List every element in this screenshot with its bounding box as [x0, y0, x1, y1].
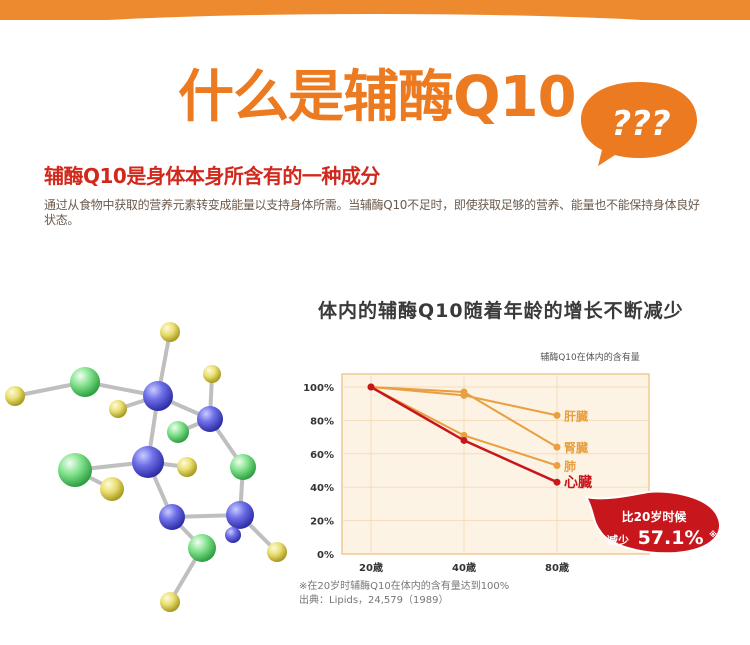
series-lines — [367, 383, 561, 486]
data-point — [367, 383, 375, 391]
x-tick-label: 40歳 — [452, 561, 476, 574]
question-bubble-icon: ??? — [581, 82, 697, 166]
chart-title: 体内的辅酶Q10随着年龄的增长不断减少 — [318, 300, 684, 322]
chart-notes: ※在20岁时辅酶Q10在体内的含有量达到100% 出典：Lipids，24,57… — [299, 580, 509, 608]
x-tick-label: 80歳 — [545, 561, 569, 574]
q10-line-chart: 辅酶Q10在体内的含有量 100% 80% 60% 40% 20% 0% 20歳 40歳 80… — [303, 351, 721, 574]
intro-subtitle: 辅酶Q10是身体本身所含有的一种成分 — [44, 164, 380, 188]
intro-description: 通过从食物中获取的营养元素转变成能量以支持身体所需。当辅酶Q10不足时，即使获取… — [44, 198, 700, 227]
data-point — [460, 436, 468, 444]
y-tick-label: 40% — [310, 483, 334, 494]
y-axis-ticks: 100% 80% 60% 40% 20% 0% — [303, 383, 334, 561]
data-point — [553, 478, 561, 486]
bubble-question-marks: ??? — [611, 104, 670, 144]
y-tick-label: 60% — [310, 450, 334, 461]
data-point — [460, 388, 468, 396]
callout-mark: ※ — [709, 529, 717, 539]
top-banner-curve — [0, 14, 750, 34]
series-label: 肺 — [564, 458, 576, 473]
x-tick-label: 20歳 — [359, 561, 383, 574]
series-label: 腎臓 — [564, 440, 588, 455]
series-label: 心臓 — [564, 474, 592, 491]
page-title: 什么是辅酶Q10 — [178, 65, 577, 130]
data-point — [553, 443, 561, 451]
callout-value: 57.1% — [638, 527, 704, 549]
reduction-callout: 比20岁时候 减少 57.1% ※ — [583, 490, 721, 555]
y-tick-label: 20% — [310, 517, 334, 528]
data-point — [553, 411, 561, 419]
top-banner-bar — [0, 0, 750, 20]
x-axis-ticks: 20歳 40歳 80歳 — [359, 561, 569, 574]
y-tick-label: 100% — [303, 383, 334, 394]
data-point — [553, 461, 561, 469]
y-tick-label: 0% — [317, 550, 334, 561]
molecule-illustration — [5, 322, 287, 612]
svg-text:减少 57.1% ※: 减少 57.1% ※ — [607, 527, 717, 549]
chart-footnote: ※在20岁时辅酶Q10在体内的含有量达到100% — [299, 581, 510, 592]
callout-line1: 比20岁时候 — [622, 509, 688, 524]
callout-prefix: 减少 — [607, 533, 629, 547]
chart-caption: 辅酶Q10在体内的含有量 — [540, 351, 640, 363]
data-point — [460, 431, 468, 439]
grid-lines — [342, 374, 649, 554]
chart-source: 出典：Lipids，24,579（1989） — [299, 595, 449, 606]
y-tick-label: 80% — [310, 416, 334, 427]
series-label: 肝臓 — [564, 408, 588, 423]
